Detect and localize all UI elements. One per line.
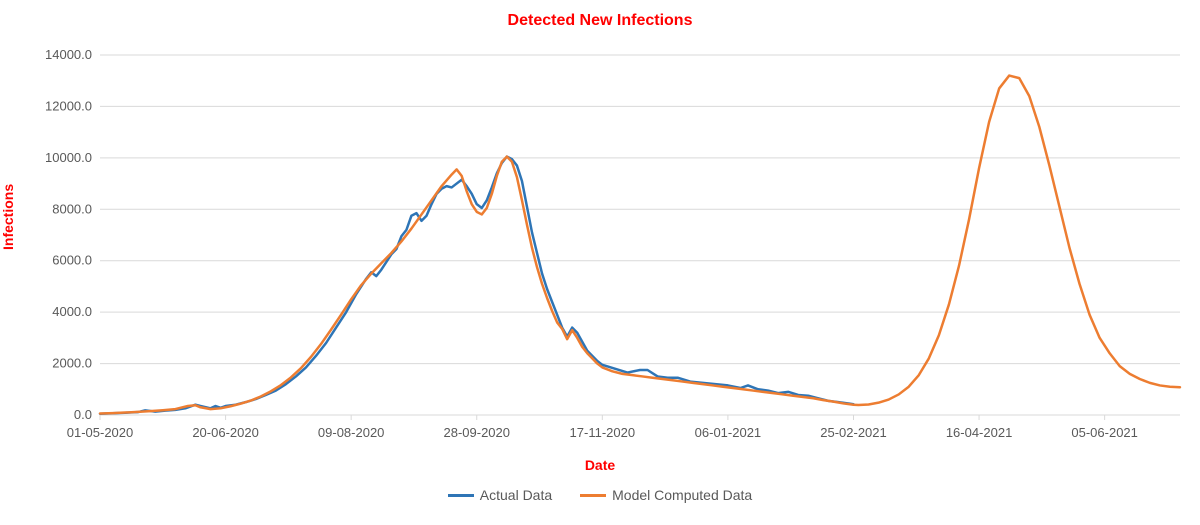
svg-text:14000.0: 14000.0 [45, 47, 92, 62]
chart-svg: 0.0 2000.0 4000.0 6000.0 8000.0 10000.0 12000.… [0, 0, 1200, 525]
svg-text:2000.0: 2000.0 [52, 356, 92, 371]
svg-text:0.0: 0.0 [74, 407, 92, 422]
x-axis-title: Date [0, 457, 1200, 473]
legend-item-actual: Actual Data [448, 487, 552, 503]
legend-item-model: Model Computed Data [580, 487, 752, 503]
chart-container: Detected New Infections Infections 0.020… [0, 0, 1200, 525]
svg-text:28-09-2020: 28-09-2020 [443, 425, 510, 440]
legend-label-actual: Actual Data [480, 487, 552, 503]
svg-text:4000.0: 4000.0 [52, 304, 92, 319]
svg-text:17-11-2020: 17-11-2020 [570, 425, 636, 440]
svg-text:10000.0: 10000.0 [45, 150, 92, 165]
legend-swatch-actual [448, 494, 474, 497]
svg-text:05-06-2021: 05-06-2021 [1071, 425, 1138, 440]
svg-text:01-05-2020: 01-05-2020 [67, 425, 134, 440]
svg-text:25-02-2021: 25-02-2021 [820, 425, 887, 440]
svg-text:16-04-2021: 16-04-2021 [946, 425, 1013, 440]
svg-text:8000.0: 8000.0 [52, 201, 92, 216]
legend: Actual Data Model Computed Data [0, 487, 1200, 503]
svg-text:09-08-2020: 09-08-2020 [318, 425, 385, 440]
svg-text:6000.0: 6000.0 [52, 253, 92, 268]
svg-text:20-06-2020: 20-06-2020 [192, 425, 259, 440]
legend-label-model: Model Computed Data [612, 487, 752, 503]
svg-text:12000.0: 12000.0 [45, 98, 92, 113]
legend-swatch-model [580, 494, 606, 497]
svg-text:06-01-2021: 06-01-2021 [695, 425, 762, 440]
